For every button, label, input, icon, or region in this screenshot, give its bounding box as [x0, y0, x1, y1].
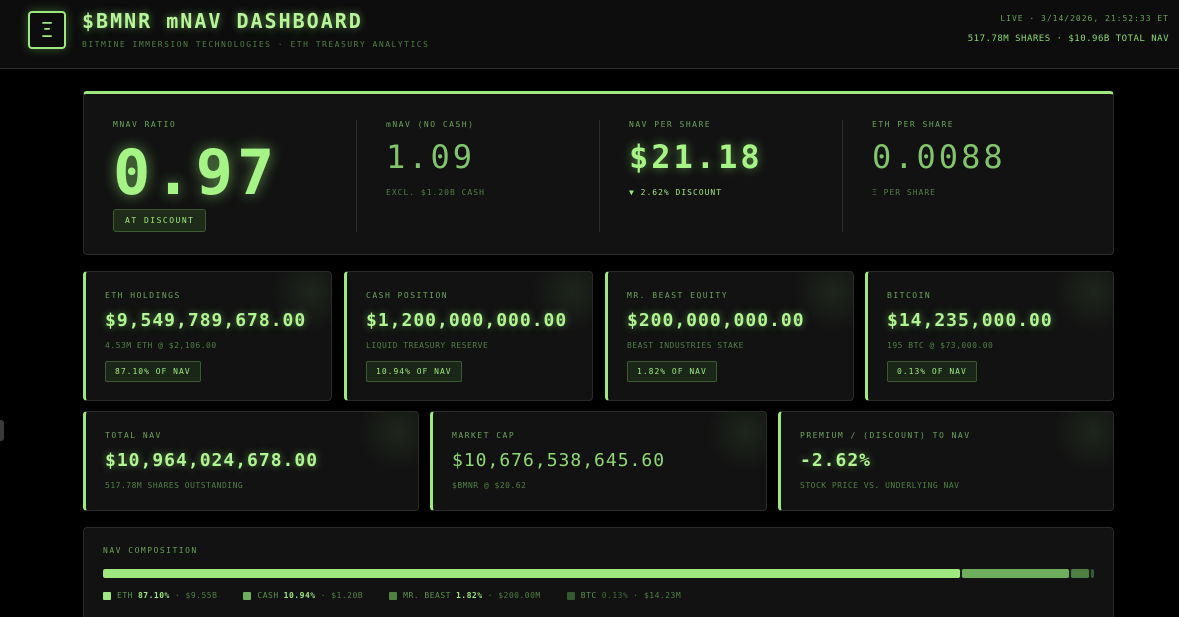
nav-per-share-metric: NAV PER SHARE $21.18 ▼ 2.62% DISCOUNT	[629, 120, 760, 197]
nav-share-badge: 10.94% OF NAV	[366, 361, 462, 382]
nav-share-badge: 1.82% OF NAV	[627, 361, 717, 382]
legend-percent: 10.94%	[283, 591, 316, 600]
live-status: LIVE · 3/14/2026, 21:52:33 ET	[1000, 14, 1169, 23]
page-subtitle: BITMINE IMMERSION TECHNOLOGIES · ETH TRE…	[82, 40, 430, 49]
metric-label: MNAV RATIO	[113, 120, 177, 129]
legend-amount: $200.00M	[498, 591, 541, 600]
legend-percent: 1.82%	[455, 591, 483, 600]
metric-subtext: EXCL. $1.20B CASH	[386, 188, 485, 197]
mnav-ratio-metric: MNAV RATIO 0.97 AT DISCOUNT	[113, 120, 274, 232]
card-label: CASH POSITION	[366, 291, 449, 300]
total-nav-card: TOTAL NAV $10,964,024,678.00 517.78M SHA…	[83, 411, 419, 511]
eth-per-share-value: 0.0088	[872, 138, 1006, 176]
legend-percent: 87.10%	[137, 591, 170, 600]
nav-share-badge: 0.13% OF NAV	[887, 361, 977, 382]
composition-segment-btc	[1091, 569, 1094, 578]
header-bar: Ξ $BMNR mNAV DASHBOARD BITMINE IMMERSION…	[0, 0, 1179, 69]
legend-item-mr-beast: MR. BEAST 1.82% · $200.00M	[389, 591, 541, 600]
card-subtext: 195 BTC @ $73,000.00	[887, 341, 994, 350]
metric-label: mNAV (NO CASH)	[386, 120, 475, 129]
premium-discount-card: PREMIUM / (DISCOUNT) TO NAV -2.62% STOCK…	[778, 411, 1114, 511]
nav-share-badge: 87.10% OF NAV	[105, 361, 201, 382]
card-label: PREMIUM / (DISCOUNT) TO NAV	[800, 431, 971, 440]
card-subtext: STOCK PRICE VS. UNDERLYING NAV	[800, 481, 960, 490]
card-label: BITCOIN	[887, 291, 932, 300]
cash-position-card: CASH POSITION $1,200,000,000.00 LIQUID T…	[344, 271, 593, 401]
composition-segment-cash	[961, 569, 1070, 578]
metric-label: ETH PER SHARE	[872, 120, 955, 129]
section-title: NAV COMPOSITION	[103, 546, 198, 555]
legend-name: ETH	[117, 591, 133, 600]
divider	[842, 120, 843, 232]
legend-swatch	[566, 591, 575, 600]
page-title: $BMNR mNAV DASHBOARD	[82, 9, 363, 33]
card-subtext: 4.53M ETH @ $2,106.00	[105, 341, 217, 350]
mnav-no-cash-metric: mNAV (NO CASH) 1.09 EXCL. $1.20B CASH	[386, 120, 484, 197]
eth-per-share-metric: ETH PER SHARE 0.0088 Ξ PER SHARE	[872, 120, 1003, 197]
card-subtext: $BMNR @ $20.62	[452, 481, 527, 490]
mnav-no-cash-value: 1.09	[386, 138, 476, 176]
ethereum-logo-icon: Ξ	[28, 11, 66, 49]
legend-percent: 0.13%	[601, 591, 629, 600]
legend-separator: ·	[487, 591, 499, 600]
nav-per-share-value: $21.18	[629, 138, 763, 176]
card-value: -2.62%	[800, 450, 872, 471]
card-label: MR. BEAST EQUITY	[627, 291, 729, 300]
legend-amount: $9.55B	[185, 591, 218, 600]
legend-name: MR. BEAST	[403, 591, 451, 600]
divider	[356, 120, 357, 232]
card-value: $10,676,538,645.60	[452, 450, 666, 471]
composition-legend: ETH 87.10% · $9.55B CASH 10.94% · $1.20B…	[103, 591, 707, 600]
card-subtext: 517.78M SHARES OUTSTANDING	[105, 481, 244, 490]
mr-beast-equity-card: MR. BEAST EQUITY $200,000,000.00 BEAST I…	[605, 271, 854, 401]
card-label: ETH HOLDINGS	[105, 291, 181, 300]
eth-holdings-card: ETH HOLDINGS $9,549,789,678.00 4.53M ETH…	[83, 271, 332, 401]
legend-name: BTC	[580, 591, 597, 600]
composition-bar	[103, 569, 1094, 578]
bitcoin-card: BITCOIN $14,235,000.00 195 BTC @ $73,000…	[865, 271, 1114, 401]
legend-amount: $14.23M	[643, 591, 682, 600]
side-handle[interactable]	[0, 420, 4, 441]
metric-subtext: Ξ PER SHARE	[872, 188, 936, 197]
mnav-ratio-value: 0.97	[113, 136, 279, 209]
legend-separator: ·	[320, 591, 332, 600]
card-value: $10,964,024,678.00	[105, 450, 319, 471]
discount-indicator: ▼ 2.62% DISCOUNT	[629, 188, 723, 197]
mnav-summary-panel: MNAV RATIO 0.97 AT DISCOUNT mNAV (NO CAS…	[83, 91, 1114, 255]
legend-item-eth: ETH 87.10% · $9.55B	[103, 591, 217, 600]
market-cap-card: MARKET CAP $10,676,538,645.60 $BMNR @ $2…	[430, 411, 767, 511]
legend-separator: ·	[174, 591, 186, 600]
header-summary: 517.78M SHARES · $10.96B TOTAL NAV	[967, 34, 1169, 44]
nav-composition-panel: NAV COMPOSITION ETH 87.10% · $9.55B CASH…	[83, 527, 1114, 617]
legend-swatch	[103, 591, 111, 600]
card-label: MARKET CAP	[452, 431, 516, 440]
legend-item-btc: BTC 0.13% · $14.23M	[566, 591, 682, 600]
divider	[599, 120, 600, 232]
card-value: $14,235,000.00	[887, 310, 1053, 331]
legend-name: CASH	[257, 591, 279, 600]
card-subtext: LIQUID TREASURY RESERVE	[366, 341, 489, 350]
card-subtext: BEAST INDUSTRIES STAKE	[627, 341, 744, 350]
legend-separator: ·	[633, 591, 644, 600]
card-value: $1,200,000,000.00	[366, 310, 568, 331]
card-value: $200,000,000.00	[627, 310, 805, 331]
legend-swatch	[243, 591, 252, 600]
composition-segment-mr-beast	[1071, 569, 1090, 578]
card-value: $9,549,789,678.00	[105, 310, 307, 331]
composition-segment-eth	[103, 569, 960, 578]
legend-swatch	[389, 591, 398, 600]
discount-status-badge: AT DISCOUNT	[113, 209, 207, 232]
legend-amount: $1.20B	[331, 591, 364, 600]
legend-item-cash: CASH 10.94% · $1.20B	[243, 591, 363, 600]
card-label: TOTAL NAV	[105, 431, 162, 440]
metric-label: NAV PER SHARE	[629, 120, 712, 129]
